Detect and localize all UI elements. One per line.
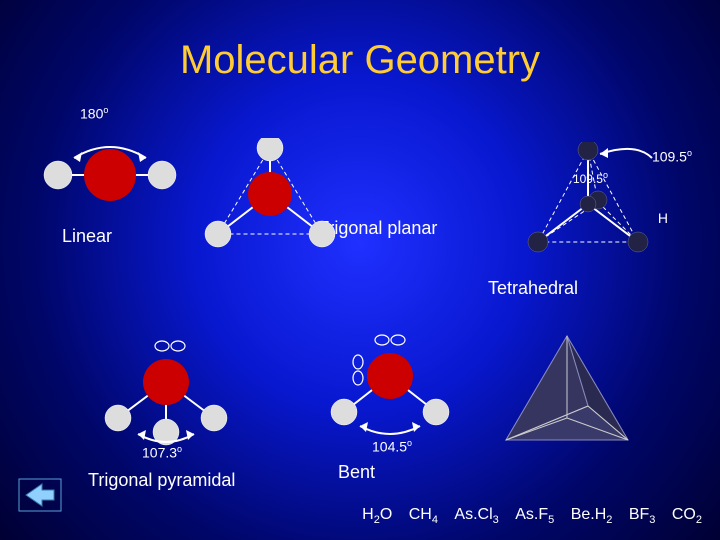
- diagram-trigonal-pyramidal: [86, 332, 246, 450]
- formula-row: H2O CH4 As.Cl3 As.F5 Be.H2 BF3 CO2: [0, 506, 720, 526]
- formula-beh2: Be.H2: [571, 506, 613, 523]
- diagram-bent: [300, 328, 470, 446]
- formula-asf5: As.F5: [515, 506, 554, 523]
- label-linear: Linear: [62, 226, 112, 247]
- formula-ascl3: As.Cl3: [454, 506, 498, 523]
- diagram-solid-tetrahedron: [492, 328, 642, 458]
- atom-label-h: H: [658, 210, 668, 226]
- nav-back-button[interactable]: [18, 478, 62, 512]
- label-tetrahedral: Tetrahedral: [488, 278, 578, 299]
- formula-h2o: H2O: [362, 506, 392, 523]
- formula-ch4: CH4: [409, 506, 438, 523]
- diagram-linear: [40, 140, 180, 210]
- diagram-trigonal-planar: [200, 138, 340, 258]
- formula-bf3: BF3: [629, 506, 656, 523]
- angle-linear: 180o: [80, 105, 108, 122]
- label-bent: Bent: [338, 462, 375, 483]
- diagram-tetrahedral: [518, 142, 658, 272]
- label-trigonal-pyramidal: Trigonal pyramidal: [88, 470, 235, 491]
- formula-co2: CO2: [672, 506, 702, 523]
- page-title: Molecular Geometry: [0, 38, 720, 83]
